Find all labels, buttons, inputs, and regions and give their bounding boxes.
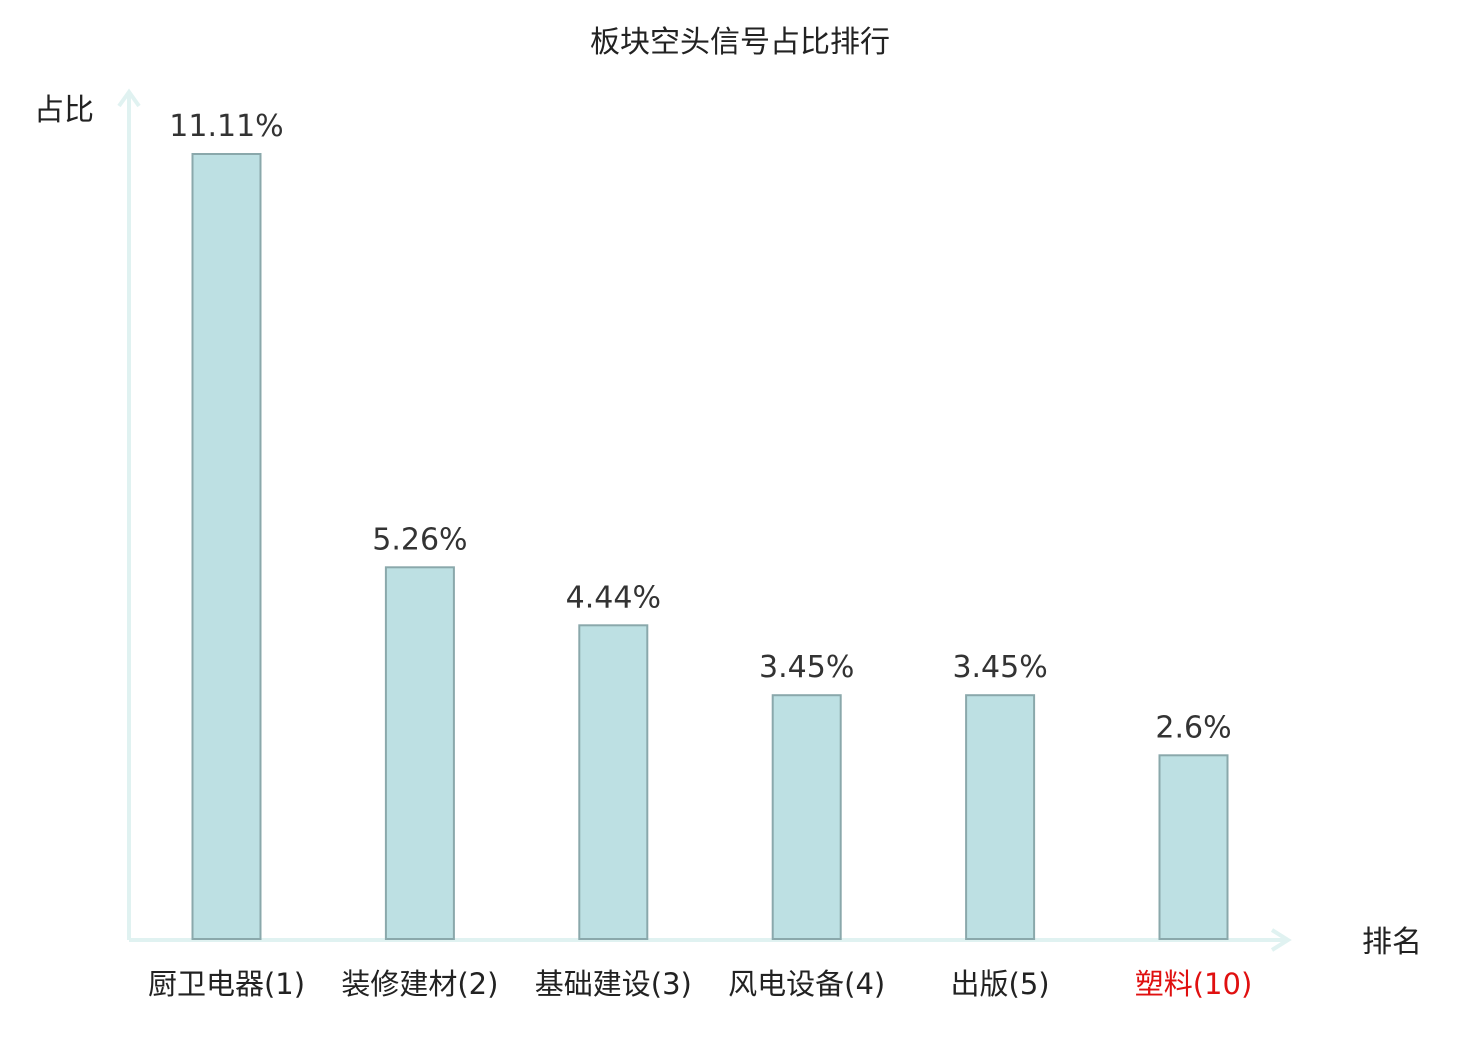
data-label: 4.44% [566, 580, 661, 615]
data-label: 2.6% [1155, 710, 1231, 745]
bar [771, 694, 842, 941]
x-tick-label: 装修建材(2) [341, 967, 498, 1001]
bar [578, 624, 649, 940]
chart-title: 板块空头信号占比排行 [590, 25, 890, 60]
data-label: 3.45% [952, 650, 1047, 685]
x-tick-label: 基础建设(3) [535, 967, 692, 1001]
data-label: 3.45% [759, 650, 854, 685]
x-tick-label: 塑料(10) [1135, 967, 1253, 1001]
x-axis [129, 928, 1292, 952]
data-label: 5.26% [372, 522, 467, 557]
x-tick-label: 厨卫电器(1) [148, 967, 305, 1001]
bars [191, 153, 1229, 941]
bar [1158, 754, 1229, 940]
x-tick-labels: 厨卫电器(1) 装修建材(2) 基础建设(3) 风电设备(4) 出版(5) 塑料(10) [148, 967, 1252, 1001]
value-labels: 11.11% 5.26% 4.44% 3.45% 3.45% 2.6% [169, 109, 1231, 745]
y-axis [117, 88, 141, 940]
x-axis-label: 排名 [1362, 925, 1422, 960]
bar [965, 694, 1036, 941]
bar [191, 153, 262, 940]
bar [384, 566, 455, 940]
y-axis-label: 占比 [34, 93, 94, 128]
data-label: 11.11% [169, 109, 283, 144]
x-tick-label: 出版(5) [951, 967, 1050, 1001]
x-tick-label: 风电设备(4) [728, 967, 885, 1001]
